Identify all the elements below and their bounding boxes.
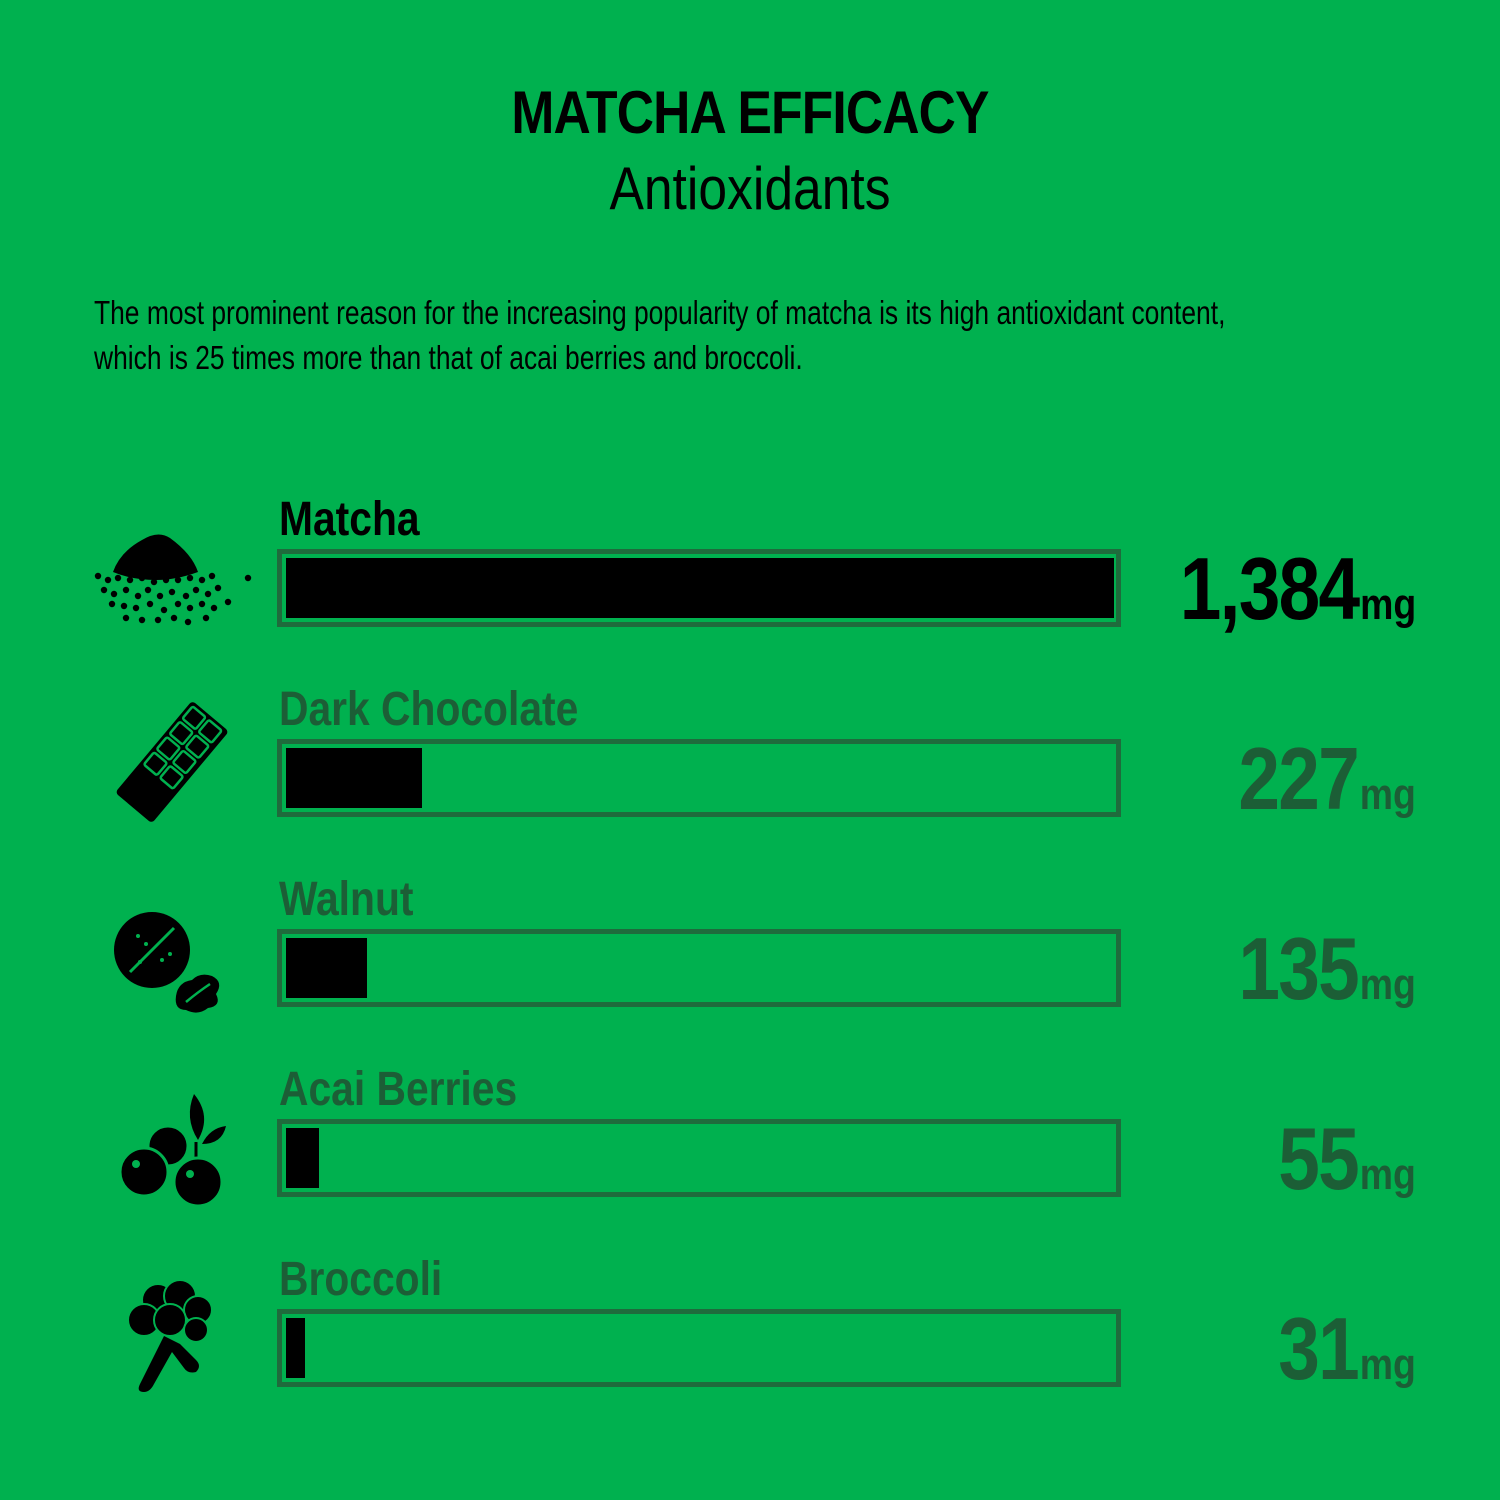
description-line-2: which is 25 times more than that of acai… <box>94 339 803 376</box>
bar-label: Acai Berries <box>279 1063 518 1116</box>
bar-track <box>277 929 1121 1007</box>
bar-track <box>277 1309 1121 1387</box>
bar-dark-chocolate <box>286 748 422 808</box>
bar-label: Matcha <box>279 493 420 546</box>
value-number: 227 <box>1238 729 1359 828</box>
value-unit: mg <box>1359 770 1416 819</box>
value-label: 1,384mg <box>1180 544 1416 634</box>
bar-label: Dark Chocolate <box>279 683 579 736</box>
value-label: 227mg <box>1238 734 1416 824</box>
bar-row-matcha: Matcha 1,384mg <box>0 493 1500 654</box>
bar-row-acai-berries: Acai Berries 55mg <box>0 1063 1500 1224</box>
chocolate-bar-icon <box>116 702 228 822</box>
walnut-icon <box>114 912 220 1013</box>
bar-track <box>277 1119 1121 1197</box>
bar-row-walnut: Walnut 135mg <box>0 873 1500 1034</box>
value-label: 31mg <box>1278 1304 1416 1394</box>
bar-acai-berries <box>286 1128 319 1188</box>
bar-label: Broccoli <box>279 1253 443 1306</box>
value-unit: mg <box>1359 1150 1416 1199</box>
description: The most prominent reason for the increa… <box>94 290 1294 380</box>
value-number: 1,384 <box>1179 539 1360 638</box>
bar-matcha <box>286 558 1114 618</box>
bar-row-broccoli: Broccoli 31mg <box>0 1253 1500 1414</box>
description-line-1: The most prominent reason for the increa… <box>94 294 1226 331</box>
bar-track <box>277 739 1121 817</box>
bar-row-dark-chocolate: Dark Chocolate 227mg <box>0 683 1500 844</box>
value-label: 55mg <box>1278 1114 1416 1204</box>
matcha-powder-icon <box>94 534 252 626</box>
chart-subtitle: Antioxidants <box>609 155 891 222</box>
value-unit: mg <box>1359 960 1416 1009</box>
bar-track <box>277 549 1121 627</box>
berries-icon <box>118 1094 226 1208</box>
bar-broccoli <box>286 1318 305 1378</box>
value-number: 135 <box>1238 919 1359 1018</box>
value-label: 135mg <box>1238 924 1416 1014</box>
value-number: 55 <box>1278 1109 1360 1208</box>
value-unit: mg <box>1359 580 1416 629</box>
value-unit: mg <box>1359 1340 1416 1389</box>
value-number: 31 <box>1278 1299 1360 1398</box>
chart-title: MATCHA EFFICACY <box>511 79 989 146</box>
broccoli-icon <box>127 1279 213 1392</box>
bar-walnut <box>286 938 367 998</box>
bar-label: Walnut <box>279 873 414 926</box>
